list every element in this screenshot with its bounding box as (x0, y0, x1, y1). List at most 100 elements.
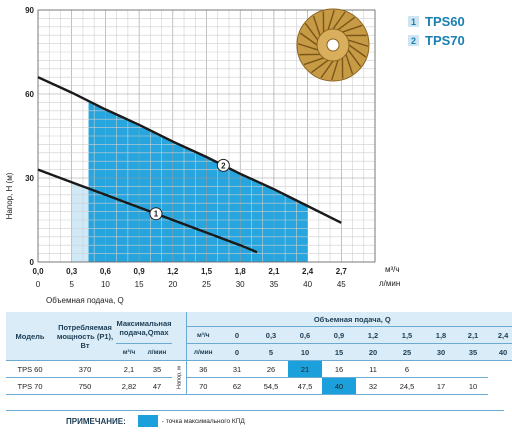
legend-label: TPS60 (425, 14, 465, 29)
note-label: ПРИМЕЧАНИЕ: (66, 416, 126, 426)
x-tick-label-q: 1,8 (235, 267, 247, 276)
x-tick-label-q: 1,2 (167, 267, 179, 276)
y-tick-label: 0 (30, 258, 35, 267)
x-tick-label-q: 2,4 (302, 267, 314, 276)
series-marker-tps60 (149, 207, 163, 221)
x-tick-label-lmin: 35 (269, 280, 278, 289)
header-flow: Объемная подача, Q (186, 312, 512, 327)
x-tick-label-lmin: 30 (236, 280, 245, 289)
header-power: Потребляемая мощность (P1), Вт (54, 312, 116, 361)
note-text: - точка максимального КПД (161, 417, 245, 425)
cell-head: 6 (390, 360, 425, 378)
legend-item-tps60: 1 TPS60 (408, 12, 508, 31)
cell-qmax-m3h: 2,82 (116, 377, 142, 395)
flow-lmin: 10 (288, 343, 323, 361)
cell-head: 26 (254, 360, 289, 378)
x-tick-label-q: 0,6 (100, 267, 112, 276)
x-tick-label-q: 0,0 (32, 267, 44, 276)
impeller-image (296, 8, 370, 82)
impeller-blade (348, 44, 367, 58)
x-tick-label-lmin: 45 (337, 280, 346, 289)
impeller-blade (320, 60, 334, 79)
x-unit-lmin: л/мин (379, 279, 400, 288)
impeller-blade (311, 59, 329, 74)
flow-lmin: 35 (458, 343, 489, 361)
cell-head: 17 (424, 377, 459, 395)
legend-number: 1 (408, 16, 419, 27)
impeller-blade (337, 16, 355, 31)
cell-qmax-lmin: 47 (142, 377, 173, 395)
cell-head: 32 (356, 377, 391, 395)
table-header-row: м³/ч л/мин л/мин 0 5 10 15 20 25 30 35 4… (6, 343, 512, 361)
cell-head-max-efficiency: 40 (322, 377, 357, 395)
y-tick-label: 60 (25, 90, 34, 99)
efficiency-region-tps70 (88, 101, 308, 262)
legend-number: 2 (408, 35, 419, 46)
flow-m3h: 0 (220, 326, 255, 344)
flow-unit: л/мин (186, 343, 221, 361)
head-label-text: Напор, м (176, 366, 183, 389)
cell-head-max-efficiency: 21 (288, 360, 323, 378)
series-marker-label: 1 (154, 210, 159, 219)
flow-m3h: 1,5 (390, 326, 425, 344)
cell-model: TPS 60 (6, 360, 54, 378)
flow-m3h: 0,3 (254, 326, 289, 344)
x-tick-label-q: 0,3 (66, 267, 78, 276)
qmax-unit: м³/ч (116, 343, 142, 361)
x-unit-q: м³/ч (385, 265, 400, 274)
cell-head: 36 (186, 360, 221, 378)
x-tick-label-q: 2,1 (268, 267, 280, 276)
impeller-blade (342, 24, 363, 33)
flow-m3h: 1,8 (424, 326, 459, 344)
legend-label: TPS70 (425, 33, 465, 48)
cell-head: 11 (356, 360, 391, 378)
header-qmax: Максимальная подача,Qmax (116, 312, 173, 344)
x-tick-label-lmin: 40 (303, 280, 312, 289)
x-tick-label-lmin: 15 (135, 280, 144, 289)
series-line-tps70 (37, 76, 342, 224)
cell-head: 54,5 (254, 377, 289, 395)
flow-lmin: 25 (390, 343, 425, 361)
flow-m3h: 2,4 (488, 326, 512, 344)
cell-head (424, 360, 459, 378)
cell-power: 370 (54, 360, 116, 378)
cell-head (458, 360, 489, 378)
flow-m3h: 0,6 (288, 326, 323, 344)
x-tick-label-lmin: 20 (168, 280, 177, 289)
x-tick-label-q: 1,5 (201, 267, 213, 276)
impeller-blade (299, 32, 318, 46)
flow-lmin: 15 (322, 343, 357, 361)
cell-head: 31 (220, 360, 255, 378)
x-tick-label-lmin: 0 (36, 280, 41, 289)
legend: 1 TPS60 2 TPS70 (408, 12, 508, 50)
impeller-blade (331, 60, 339, 81)
y-tick-label: 30 (25, 174, 34, 183)
flow-lmin: 40 (488, 343, 512, 361)
grid (37, 9, 376, 263)
table-row-tps60: TPS 60 370 2,1 35 Напор, м 36 31 26 21 1… (6, 360, 512, 395)
qmax-unit: л/мин (142, 343, 173, 361)
head-label: Напор, м (172, 360, 187, 395)
cell-power: 750 (54, 377, 116, 395)
y-axis-label: Напор, Н (м) (5, 172, 14, 219)
impeller-blade (303, 57, 324, 66)
x-tick-label-lmin: 10 (101, 280, 110, 289)
x-tick-label-q: 0,9 (134, 267, 146, 276)
impeller-blade (345, 54, 354, 75)
x-tick-label-q: 2,7 (336, 267, 348, 276)
series-marker-label: 2 (221, 161, 226, 170)
impeller-blade (347, 49, 362, 67)
flow-lmin: 0 (220, 343, 255, 361)
impeller-blade (348, 39, 369, 47)
cell-head: 70 (186, 377, 221, 395)
table-row-tps70: TPS 70 750 2,82 47 70 62 54,5 47,5 40 32… (6, 377, 512, 395)
impeller-blade (297, 43, 318, 51)
cell-head: 47,5 (288, 377, 323, 395)
flow-lmin: 5 (254, 343, 289, 361)
x-axis-label: Объемная подача, Q (46, 296, 124, 305)
impeller-blade (304, 23, 319, 41)
flow-m3h: 1,2 (356, 326, 391, 344)
flow-lmin: 30 (424, 343, 459, 361)
flow-unit: м³/ч (186, 326, 221, 344)
note-swatch (137, 415, 158, 427)
